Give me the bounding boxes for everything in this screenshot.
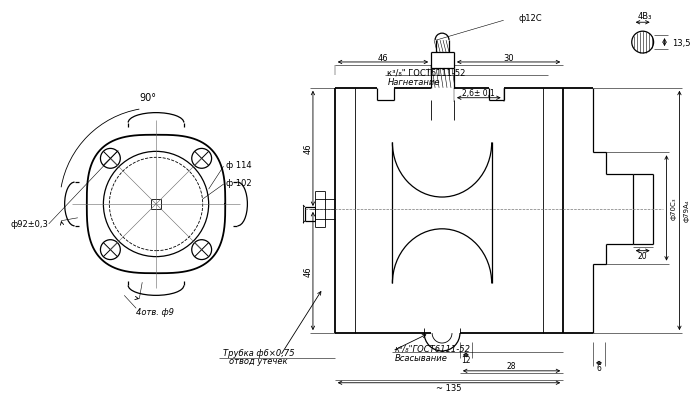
Text: ф92±0,3: ф92±0,3 (11, 220, 49, 229)
Text: 20: 20 (638, 252, 647, 260)
Text: ф70С₃: ф70С₃ (670, 197, 677, 220)
Text: отвод утечек: отвод утечек (229, 356, 287, 365)
Text: Всасывание: Всасывание (395, 354, 448, 362)
Text: 30: 30 (503, 54, 514, 63)
Text: ф 102: ф 102 (226, 178, 251, 187)
Text: 90°: 90° (140, 92, 157, 102)
Text: ф12С: ф12С (519, 14, 542, 23)
Text: 46: 46 (303, 266, 313, 276)
Text: 4В₃: 4В₃ (638, 12, 652, 21)
Text: 46: 46 (303, 143, 313, 153)
Text: Нагнетание: Нагнетание (388, 78, 440, 87)
Text: 12: 12 (461, 356, 470, 364)
Text: 46: 46 (377, 54, 388, 63)
Text: 6: 6 (596, 363, 601, 373)
Text: 4отв. ф9: 4отв. ф9 (136, 307, 174, 316)
Text: ~ 135: ~ 135 (436, 383, 461, 392)
Text: к³/₈" ГОСТ6111-52: к³/₈" ГОСТ6111-52 (388, 68, 466, 77)
Text: 2,6± 0,1: 2,6± 0,1 (462, 89, 495, 98)
Text: ф79А₄: ф79А₄ (683, 199, 689, 222)
Text: Трубка ф6×0,75: Трубка ф6×0,75 (223, 349, 294, 358)
Text: 28: 28 (507, 362, 516, 371)
Text: ф 114: ф 114 (226, 160, 251, 169)
Text: к³/₈"ГОСТ6111-52: к³/₈"ГОСТ6111-52 (395, 344, 470, 353)
Text: 13,5: 13,5 (672, 38, 691, 47)
